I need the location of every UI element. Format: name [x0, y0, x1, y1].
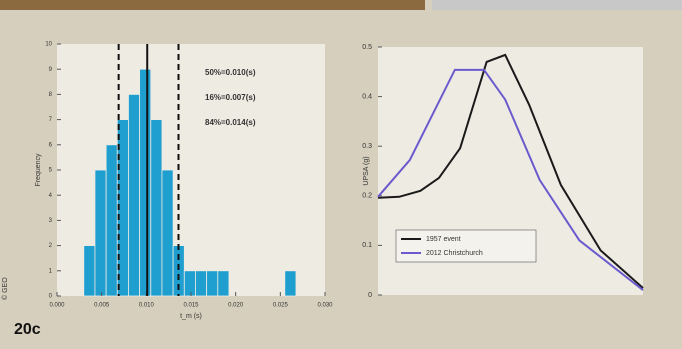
bar [162, 170, 173, 296]
y-tick-label: 0 [368, 292, 372, 299]
x-tick-label: 0.030 [317, 303, 333, 309]
y-axis-label: Frequency [35, 153, 42, 187]
bar [184, 271, 195, 296]
y-tick-label: 0.5 [362, 44, 372, 51]
photo-strip [0, 0, 425, 10]
bar [207, 271, 218, 296]
annotation: 50%=0.010(s) [205, 68, 256, 77]
y-tick-label: 0 [49, 294, 53, 300]
legend-label: 1957 event [426, 236, 461, 243]
x-tick-label: 0.015 [183, 303, 199, 309]
bar [128, 94, 139, 296]
bar [106, 145, 117, 296]
bar [84, 246, 95, 296]
x-tick-label: 0.000 [49, 303, 65, 309]
bar [195, 271, 206, 296]
y-tick-label: 1 [49, 268, 53, 274]
y-tick-label: 4 [49, 193, 53, 199]
bar [151, 120, 162, 296]
x-tick-label: 0.020 [228, 303, 244, 309]
figure-label: 20c [14, 321, 41, 338]
y-tick-label: 7 [49, 117, 53, 123]
bar [95, 170, 106, 296]
legend-label: 2012 Christchurch [426, 250, 483, 257]
bar [140, 69, 151, 296]
y-axis-label: UPSA (g) [363, 156, 370, 185]
y-tick-label: 8 [49, 92, 53, 98]
y-tick-label: 0.3 [362, 143, 372, 150]
bar [285, 271, 296, 296]
legend [396, 230, 536, 262]
x-tick-label: 0.025 [273, 303, 289, 309]
figure: 20c © GEO 0.000 0.005 0.010 0.015 0.020 0.025… [0, 0, 682, 344]
y-tick-label: 3 [49, 218, 53, 224]
y-tick-label: 10 [45, 42, 52, 48]
x-axis-label: t_m (s) [180, 313, 202, 320]
y-tick-label: 0.1 [362, 242, 372, 249]
y-tick-label: 2 [49, 243, 53, 249]
x-tick-label: 0.010 [139, 303, 155, 309]
y-tick-label: 9 [49, 67, 53, 73]
y-tick-label: 0.4 [362, 93, 372, 100]
y-tick-label: 0.2 [362, 193, 372, 200]
credit: © GEO [1, 277, 9, 300]
bar [218, 271, 229, 296]
photo-strip [432, 0, 682, 10]
y-tick-label: 6 [49, 142, 53, 148]
y-tick-label: 5 [49, 168, 53, 174]
annotation: 16%=0.007(s) [205, 93, 256, 102]
x-tick-label: 0.005 [94, 303, 110, 309]
annotation: 84%=0.014(s) [205, 118, 256, 127]
